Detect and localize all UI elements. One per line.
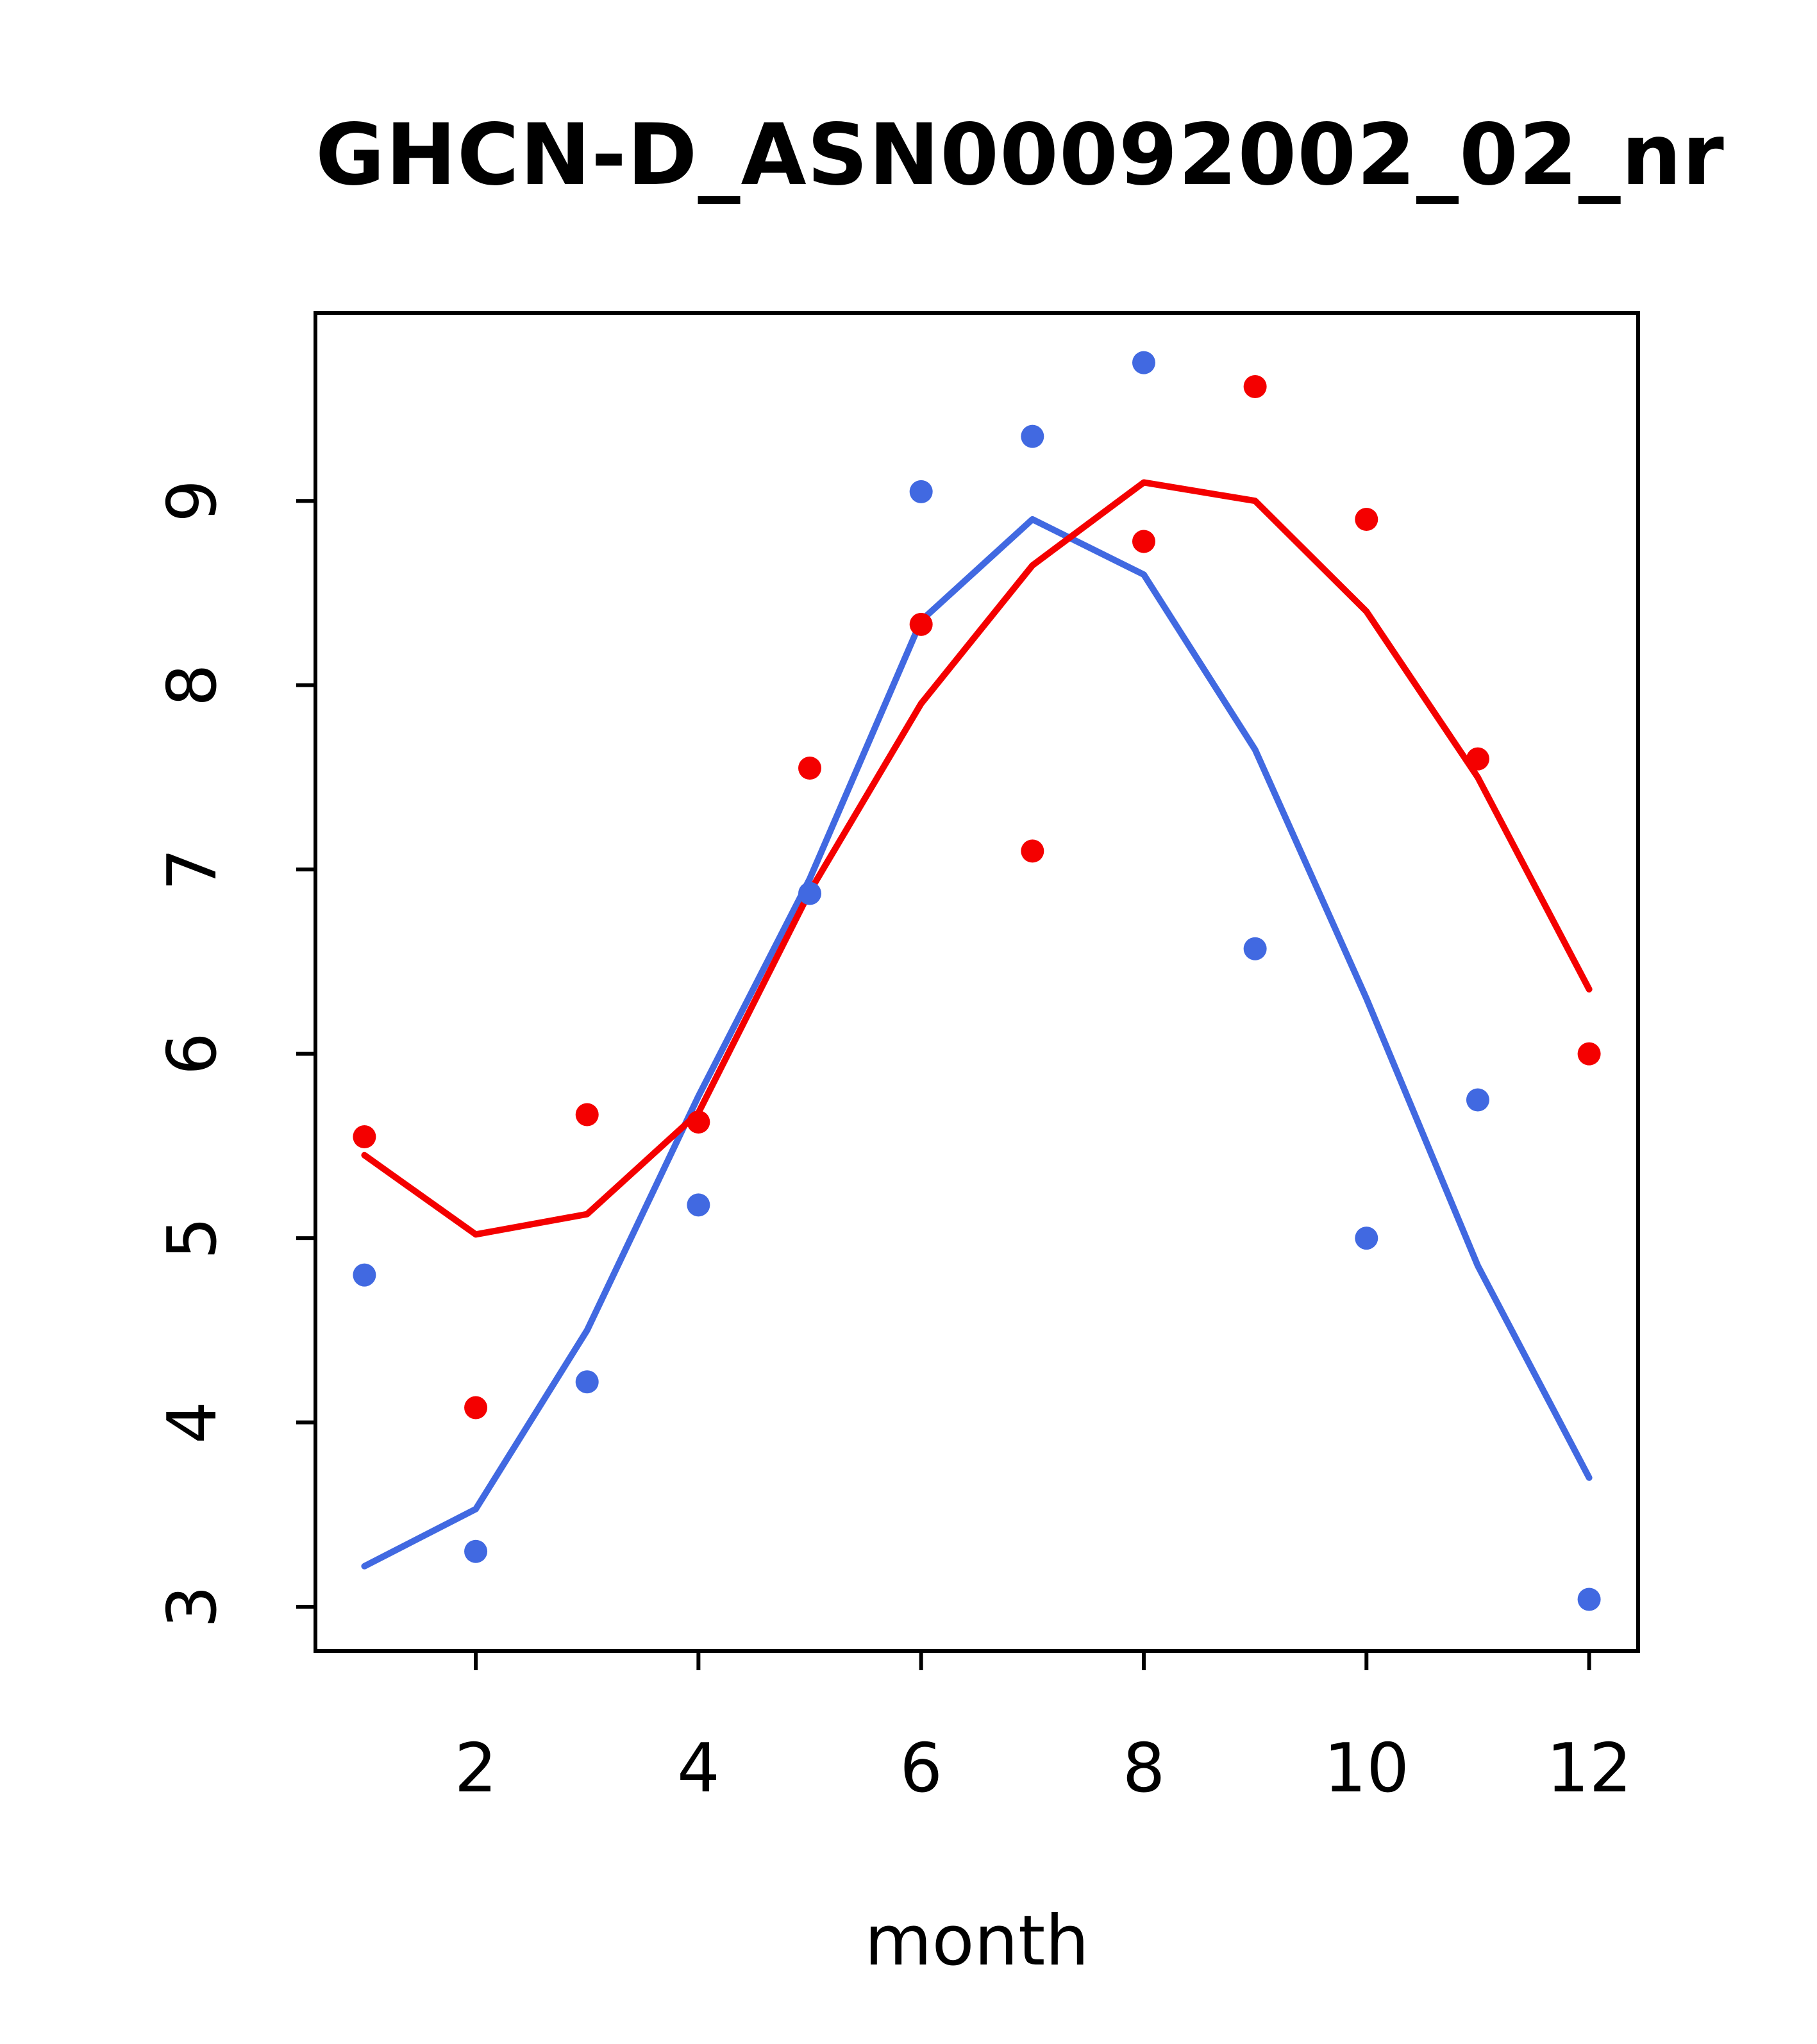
red-points-marker	[464, 1396, 488, 1420]
blue-points-marker	[1021, 424, 1044, 448]
red-points-marker	[1577, 1042, 1601, 1066]
red-points-marker	[909, 612, 933, 636]
blue-points-marker	[687, 1193, 710, 1217]
blue-points-marker	[575, 1370, 599, 1394]
red-line	[361, 479, 1593, 1238]
red-points-marker	[687, 1110, 710, 1134]
y-tick-label: 6	[153, 1032, 231, 1075]
red-points-marker	[1355, 507, 1378, 531]
blue-points-marker	[353, 1263, 376, 1287]
x-tick-label: 2	[455, 1729, 498, 1807]
y-tick-label: 5	[153, 1217, 231, 1260]
blue-points-marker	[1243, 937, 1267, 960]
x-tick-label: 4	[677, 1729, 720, 1807]
x-tick-label: 6	[900, 1729, 942, 1807]
red-points-marker	[353, 1125, 376, 1148]
red-points-marker	[1243, 374, 1267, 398]
chart-title: GHCN-D_ASN00092002_02_nr	[315, 106, 1725, 205]
blue-points-marker	[1132, 351, 1155, 374]
y-tick-label: 8	[153, 664, 231, 707]
blue-points-marker	[464, 1539, 488, 1563]
x-axis-label: month	[864, 1901, 1089, 1981]
red-points-marker	[1132, 530, 1155, 553]
red-points-marker	[1021, 839, 1044, 863]
red-points-marker	[798, 757, 822, 780]
blue-line	[361, 515, 1593, 1570]
blue-points-marker	[909, 480, 933, 503]
blue-points-marker	[1355, 1227, 1378, 1250]
red-points-marker	[575, 1103, 599, 1127]
blue-points-marker	[1466, 1088, 1489, 1112]
blue-points-marker	[798, 882, 822, 905]
blue-points-marker	[1577, 1587, 1601, 1611]
y-tick-label: 4	[153, 1401, 231, 1444]
x-tick-label: 8	[1123, 1729, 1166, 1807]
x-tick-label: 10	[1323, 1729, 1409, 1807]
plot-box	[314, 311, 1640, 1653]
y-tick-label: 9	[153, 480, 231, 523]
x-tick-label: 12	[1546, 1729, 1632, 1807]
y-tick-label: 3	[153, 1586, 231, 1629]
y-tick-label: 7	[153, 848, 231, 891]
red-points-marker	[1466, 747, 1489, 771]
